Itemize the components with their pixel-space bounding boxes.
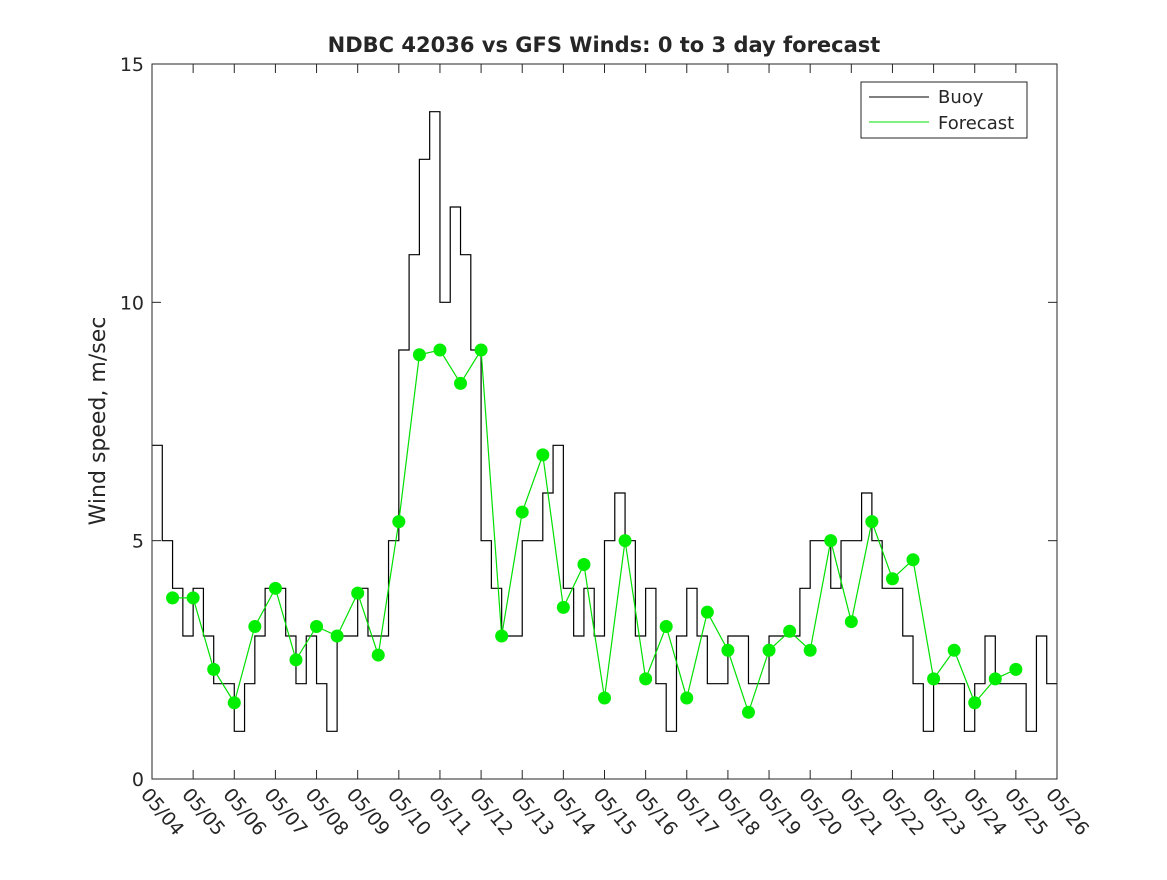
forecast-marker [248,619,262,633]
forecast-marker [454,376,468,390]
forecast-marker [598,691,611,705]
forecast-marker [330,629,344,643]
forecast-marker [310,619,324,633]
x-tick-label: 05/18 [712,784,764,840]
forecast-marker [618,534,632,548]
forecast-marker [536,448,550,462]
y-axis: 0 5 10 15 [120,54,1057,791]
x-tick-label: 05/09 [342,784,394,840]
x-tick-label: 05/21 [835,784,887,840]
x-tick-label: 05/20 [794,784,846,840]
forecast-marker [556,600,570,614]
buoy-line [152,111,1057,732]
forecast-marker [865,515,879,529]
forecast-marker [515,505,529,519]
forecast-marker [351,586,365,600]
x-tick-label: 05/04 [136,784,188,840]
legend-buoy-label: Buoy [938,87,984,108]
x-tick-label: 05/12 [465,784,517,840]
forecast-marker [988,672,1002,686]
forecast-marker [412,348,426,362]
forecast-marker [289,653,303,667]
y-tick-label: 15 [120,54,144,76]
forecast-marker [577,558,591,571]
forecast-marker [927,672,941,686]
forecast-marker [783,624,797,638]
y-tick-label: 0 [132,769,144,791]
forecast-marker [639,672,653,686]
x-tick-label: 05/23 [918,784,970,840]
x-tick-label: 05/19 [753,784,805,840]
plot-background [152,64,1057,779]
forecast-markers [166,343,1023,719]
forecast-marker [495,629,509,643]
forecast-line [172,348,1017,715]
forecast-marker [762,643,776,657]
forecast-marker [166,591,180,605]
x-tick-label: 05/22 [877,784,929,840]
legend-box [860,81,1028,139]
forecast-marker [680,691,694,705]
y-tick-label: 10 [120,292,144,314]
x-tick-label: 05/16 [630,784,682,840]
forecast-marker [186,591,200,605]
x-tick-label: 05/15 [589,784,641,840]
forecast-marker [268,581,282,595]
x-tick-label: 05/26 [1041,784,1093,840]
y-axis-label: Wind speed, m/sec [86,317,111,526]
forecast-marker [741,705,755,719]
x-tick-label: 05/06 [218,784,270,840]
buoy-series [152,111,1057,732]
chart-title: NDBC 42036 vs GFS Winds: 0 to 3 day fore… [328,33,881,57]
x-tick-label: 05/11 [424,784,476,840]
forecast-marker [803,643,817,657]
forecast-marker [392,515,406,529]
forecast-marker [207,662,221,676]
x-tick-label: 05/24 [959,784,1011,840]
forecast-marker [371,648,385,662]
x-tick-label: 05/10 [383,784,435,840]
forecast-marker [474,343,488,357]
forecast-marker [721,643,735,657]
x-tick-label: 05/25 [1000,784,1052,840]
forecast-marker [968,696,982,710]
forecast-marker [947,643,961,657]
forecast-marker [227,696,241,710]
x-tick-label: 05/07 [260,784,312,840]
forecast-marker [433,343,447,357]
y-tick-label: 5 [132,531,144,553]
forecast-marker [659,619,673,633]
x-tick-label: 05/13 [506,784,558,840]
x-tick-label: 05/05 [177,784,229,840]
legend: Buoy Forecast [860,81,1028,139]
x-tick-label: 05/08 [301,784,353,840]
forecast-marker [885,572,899,586]
x-tick-label: 05/14 [548,784,600,840]
legend-forecast-label: Forecast [938,113,1014,134]
forecast-marker [844,615,858,629]
forecast-marker [824,534,838,548]
forecast-marker [700,605,714,619]
forecast-marker [1009,662,1023,676]
x-tick-label: 05/17 [671,784,723,840]
forecast-series [172,348,1017,715]
forecast-marker [906,553,920,567]
